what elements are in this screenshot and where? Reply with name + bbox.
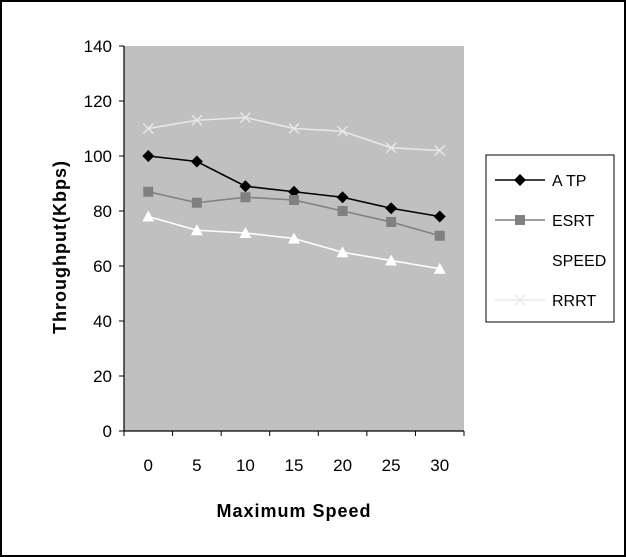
x-tick-label: 0 (144, 456, 153, 475)
y-tick-label: 0 (103, 422, 112, 441)
data-point (239, 111, 251, 124)
data-point-stroke (385, 142, 397, 154)
x-tick-label: 15 (285, 456, 304, 475)
data-point (143, 186, 154, 197)
legend-label: SPEED (552, 253, 606, 270)
series-esrt (143, 186, 445, 241)
x-tick-label: 5 (192, 456, 201, 475)
data-point (289, 195, 299, 205)
data-point (385, 202, 398, 215)
legend-label: A TP (552, 173, 586, 190)
data-point-stroke (239, 111, 251, 124)
data-point (336, 246, 349, 258)
y-tick-label: 80 (93, 202, 112, 221)
data-point (288, 232, 300, 244)
data-point (288, 185, 300, 198)
y-tick-label: 60 (93, 257, 112, 276)
data-point-stroke (288, 122, 300, 135)
data-point (288, 122, 300, 135)
y-tick-label: 100 (84, 147, 112, 166)
y-tick-label: 20 (93, 367, 112, 386)
legend-item-rrrt: RRRT (495, 293, 596, 310)
data-point (433, 210, 446, 223)
data-point (191, 114, 203, 126)
series-a-tp (142, 150, 446, 223)
legend-item-a-tp: A TP (495, 173, 586, 190)
x-tick-label: 25 (382, 456, 401, 475)
legend-marker (514, 254, 526, 265)
y-axis-title: Throughput(Kbps) (50, 160, 70, 334)
data-point (337, 206, 348, 216)
data-point (386, 217, 397, 227)
series-speed (142, 210, 446, 274)
legend-label: RRRT (552, 293, 596, 310)
legend-marker (514, 174, 526, 186)
data-point (433, 262, 446, 274)
axes: 0 20 40 60 80 100 120 140 0 5 10 15 20 25 30 (84, 37, 465, 475)
data-point (190, 155, 203, 168)
data-point (191, 197, 202, 208)
data-point (142, 122, 154, 135)
x-tick-label: 20 (333, 456, 352, 475)
data-point (336, 191, 349, 204)
legend-item-esrt: ESRT (495, 213, 595, 230)
x-tick-label: 30 (430, 456, 449, 475)
data-point (434, 144, 446, 157)
legend-box (485, 154, 615, 323)
series-rrrt (142, 111, 446, 157)
data-point (142, 210, 155, 222)
x-tick-label: 10 (236, 456, 255, 475)
legend-label: ESRT (552, 213, 595, 230)
data-point (239, 227, 252, 238)
legend-item-speed: SPEED (495, 253, 606, 270)
data-point (337, 125, 349, 137)
data-point-stroke (191, 114, 203, 126)
x-axis-title: Maximum Speed (216, 501, 371, 521)
y-tick-label: 140 (84, 37, 112, 56)
data-point (385, 254, 398, 266)
data-point (240, 192, 251, 203)
data-point-stroke (337, 125, 349, 137)
data-point (385, 142, 397, 154)
data-point (190, 224, 203, 236)
series-layer (142, 111, 446, 274)
y-tick-label: 120 (84, 92, 112, 111)
legend-marker (514, 294, 526, 306)
data-point-stroke (434, 144, 446, 157)
legend-marker (515, 215, 525, 225)
data-point (142, 150, 155, 162)
data-point-stroke (142, 122, 154, 135)
data-point (239, 180, 252, 193)
legend-marker-stroke (514, 294, 526, 306)
data-point (434, 230, 445, 241)
y-tick-label: 40 (93, 312, 112, 331)
legend: A TP ESRT SPEED RRRT (485, 154, 615, 323)
